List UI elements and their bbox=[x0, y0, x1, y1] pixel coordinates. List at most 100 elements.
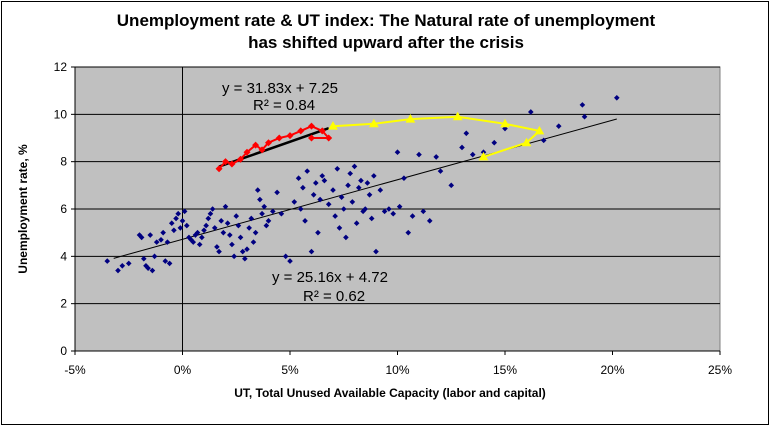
data-point bbox=[364, 180, 371, 186]
data-point bbox=[308, 122, 315, 130]
data-point bbox=[248, 215, 255, 222]
data-point bbox=[469, 151, 476, 158]
data-point bbox=[368, 215, 375, 222]
data-point bbox=[145, 265, 151, 271]
data-point bbox=[555, 123, 562, 129]
data-point bbox=[244, 246, 250, 253]
data-point bbox=[371, 173, 377, 179]
data-point bbox=[104, 258, 111, 264]
data-point bbox=[173, 215, 179, 222]
y-tick-label: 12 bbox=[54, 60, 68, 74]
data-point bbox=[261, 203, 267, 210]
data-point bbox=[302, 218, 308, 224]
data-point bbox=[214, 244, 220, 250]
data-point bbox=[528, 109, 534, 115]
data-point bbox=[304, 168, 310, 174]
y-tick-label: 4 bbox=[60, 249, 67, 263]
series-1 bbox=[215, 122, 333, 173]
data-point bbox=[478, 151, 489, 161]
data-point bbox=[300, 184, 306, 191]
data-point bbox=[308, 248, 315, 255]
data-point bbox=[310, 192, 317, 198]
data-point bbox=[349, 199, 356, 205]
data-point bbox=[426, 218, 433, 224]
data-point bbox=[190, 239, 197, 245]
y-tick-label: 6 bbox=[60, 202, 67, 216]
data-point bbox=[168, 220, 175, 226]
data-point bbox=[405, 229, 412, 236]
data-point bbox=[581, 113, 588, 120]
data-point bbox=[579, 102, 586, 108]
data-point bbox=[201, 227, 207, 234]
data-point bbox=[459, 144, 465, 151]
data-point bbox=[222, 158, 229, 166]
upper-trend-equation: y = 31.83x + 7.25 bbox=[222, 80, 338, 97]
data-point bbox=[336, 225, 343, 231]
data-point bbox=[297, 127, 305, 135]
data-point bbox=[377, 187, 384, 193]
upper-trend-r2: R² = 0.84 bbox=[253, 97, 315, 114]
data-point bbox=[246, 225, 252, 231]
y-tick-label: 8 bbox=[60, 155, 67, 169]
data-point bbox=[328, 121, 338, 130]
data-point bbox=[433, 154, 439, 160]
x-tick-label: 5% bbox=[281, 363, 299, 377]
data-point bbox=[151, 253, 158, 260]
data-point bbox=[215, 165, 223, 173]
y-tick-label: 0 bbox=[60, 344, 67, 358]
axes bbox=[71, 66, 721, 355]
data-point bbox=[222, 203, 229, 210]
data-point bbox=[368, 118, 379, 128]
data-point bbox=[401, 175, 407, 182]
data-point bbox=[149, 267, 156, 274]
lower-trend-equation: y = 25.16x + 4.72 bbox=[272, 269, 388, 286]
data-point bbox=[228, 160, 236, 168]
data-point bbox=[125, 260, 132, 267]
data-point bbox=[175, 210, 181, 217]
y-axis-title: Unemployment rate, % bbox=[16, 144, 30, 274]
data-point bbox=[345, 182, 351, 189]
x-tick-label: 0% bbox=[174, 363, 192, 377]
data-point bbox=[295, 175, 302, 182]
data-point bbox=[194, 229, 201, 236]
data-point bbox=[119, 263, 126, 269]
data-point bbox=[282, 253, 289, 260]
chart-title-line1: Unemployment rate & UT index: The Natura… bbox=[117, 11, 656, 30]
data-point bbox=[186, 234, 192, 241]
data-point bbox=[218, 218, 224, 224]
data-point bbox=[171, 227, 177, 234]
data-point bbox=[216, 248, 222, 255]
chart-title-line2: has shifted upward after the crisis bbox=[248, 33, 524, 52]
data-point bbox=[229, 241, 235, 248]
data-point bbox=[500, 118, 510, 128]
data-point bbox=[502, 125, 508, 132]
data-point bbox=[153, 239, 160, 245]
data-point bbox=[390, 210, 396, 217]
data-point bbox=[209, 206, 216, 212]
data-point bbox=[250, 239, 257, 245]
data-point bbox=[141, 255, 147, 262]
data-point bbox=[409, 213, 416, 219]
data-point bbox=[521, 137, 532, 147]
data-point bbox=[160, 229, 166, 236]
data-point bbox=[233, 213, 240, 219]
data-point bbox=[274, 189, 280, 196]
data-point bbox=[181, 208, 188, 215]
data-point bbox=[265, 139, 272, 147]
data-point bbox=[351, 163, 358, 170]
data-point bbox=[540, 137, 547, 144]
data-point bbox=[386, 206, 392, 212]
data-point bbox=[231, 253, 237, 260]
data-point bbox=[147, 232, 154, 238]
data-point bbox=[138, 234, 145, 241]
data-point bbox=[405, 114, 416, 123]
data-point bbox=[203, 222, 209, 229]
data-point bbox=[366, 192, 373, 198]
data-point bbox=[491, 139, 498, 146]
data-point bbox=[164, 239, 171, 245]
x-tick-label: 25% bbox=[708, 363, 732, 377]
data-point bbox=[356, 184, 362, 191]
data-point bbox=[318, 127, 326, 135]
data-point bbox=[319, 173, 326, 179]
